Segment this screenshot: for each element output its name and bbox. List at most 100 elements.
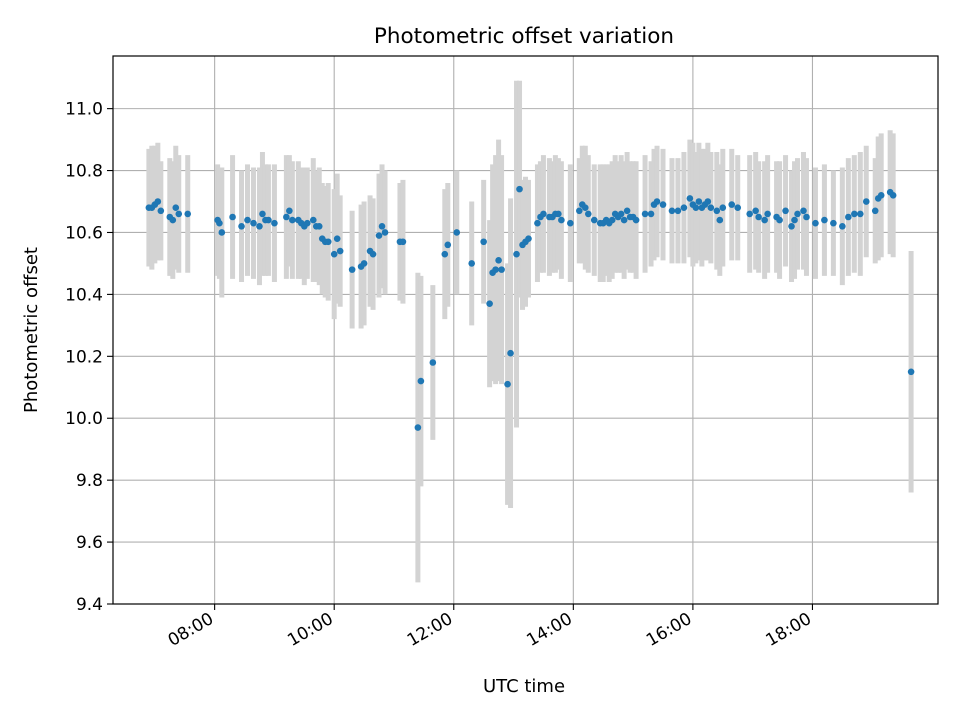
- data-point: [581, 204, 589, 212]
- y-tick-label: 10.8: [65, 162, 103, 182]
- data-point: [540, 210, 547, 218]
- y-tick-label: 10.2: [65, 347, 103, 367]
- data-point: [271, 219, 278, 227]
- data-point: [495, 257, 502, 264]
- data-point: [498, 266, 505, 273]
- data-point: [534, 219, 541, 227]
- data-point: [244, 216, 251, 224]
- data-point: [746, 210, 753, 218]
- data-point: [289, 216, 296, 224]
- data-point: [839, 222, 846, 230]
- data-point: [216, 219, 223, 227]
- data-point: [788, 222, 795, 230]
- data-point: [507, 349, 514, 357]
- data-point: [154, 198, 162, 205]
- data-point: [686, 195, 694, 202]
- data-point: [286, 207, 293, 215]
- data-point: [315, 222, 323, 230]
- x-tick-label: 10:00: [284, 609, 336, 651]
- data-point: [218, 229, 226, 236]
- x-axis-label: UTC time: [483, 676, 565, 697]
- x-tick-label: 14:00: [523, 609, 575, 651]
- data-point: [704, 198, 712, 205]
- data-point: [555, 210, 562, 218]
- data-point: [620, 216, 628, 224]
- data-point: [803, 213, 810, 221]
- data-point: [871, 207, 879, 215]
- data-point: [590, 216, 598, 224]
- data-point: [265, 216, 272, 224]
- data-point: [728, 201, 736, 208]
- data-point: [719, 204, 727, 212]
- x-tick-label: 08:00: [165, 609, 217, 651]
- data-point: [468, 260, 475, 267]
- data-point: [429, 359, 437, 366]
- data-point: [381, 229, 389, 236]
- data-point: [584, 210, 592, 218]
- y-tick-label: 10.4: [65, 285, 103, 305]
- data-point: [414, 424, 422, 431]
- data-point: [845, 213, 852, 221]
- data-point: [369, 250, 377, 258]
- y-tick-label: 10.6: [65, 223, 103, 243]
- data-point: [692, 204, 700, 212]
- y-tick-label: 10.0: [65, 409, 103, 429]
- data-point: [516, 185, 523, 193]
- data-point: [184, 210, 192, 218]
- data-point: [812, 219, 819, 227]
- data-point: [716, 216, 724, 224]
- data-point: [513, 250, 520, 258]
- data-point: [862, 198, 870, 205]
- data-point: [680, 204, 688, 212]
- data-point: [674, 207, 682, 215]
- data-point: [309, 216, 317, 224]
- data-point: [444, 241, 452, 249]
- y-tick-label: 9.6: [76, 533, 103, 553]
- data-point: [877, 192, 885, 199]
- data-point: [360, 260, 368, 267]
- data-point: [647, 210, 655, 218]
- data-point: [229, 213, 236, 221]
- data-point: [175, 210, 183, 218]
- data-point: [330, 250, 338, 258]
- data-point: [324, 238, 332, 246]
- plot-frame: [112, 55, 939, 605]
- grid-layer: [113, 56, 938, 605]
- data-point: [259, 210, 266, 218]
- data-point: [453, 229, 461, 236]
- data-point: [567, 219, 574, 227]
- data-point: [441, 250, 449, 258]
- data-point: [336, 247, 344, 255]
- y-tick-label: 9.4: [76, 595, 103, 615]
- x-tick-label: 12:00: [404, 609, 456, 651]
- point-layer: [145, 185, 915, 431]
- y-axis-label: Photometric offset: [21, 247, 42, 413]
- data-point: [713, 207, 721, 215]
- data-point: [776, 216, 783, 224]
- data-point: [238, 222, 245, 230]
- x-tick-label: 18:00: [763, 609, 815, 651]
- data-point: [417, 377, 425, 385]
- y-tick-label: 11.0: [65, 100, 103, 120]
- data-point: [486, 300, 493, 307]
- errorbar-layer: [146, 80, 914, 583]
- data-point: [752, 207, 759, 215]
- data-point: [375, 232, 383, 239]
- data-point: [333, 235, 341, 242]
- data-point: [856, 210, 864, 218]
- data-point: [794, 210, 801, 218]
- data-point: [558, 216, 565, 224]
- data-point: [480, 238, 487, 246]
- data-point: [782, 207, 789, 215]
- data-point: [653, 198, 661, 205]
- x-tick-label: 16:00: [643, 609, 695, 651]
- data-point: [830, 219, 837, 227]
- data-point: [668, 207, 676, 215]
- data-point: [889, 192, 897, 199]
- data-point: [800, 207, 807, 215]
- data-point: [169, 216, 177, 224]
- y-tick-label: 9.8: [76, 471, 103, 491]
- data-point: [623, 207, 631, 215]
